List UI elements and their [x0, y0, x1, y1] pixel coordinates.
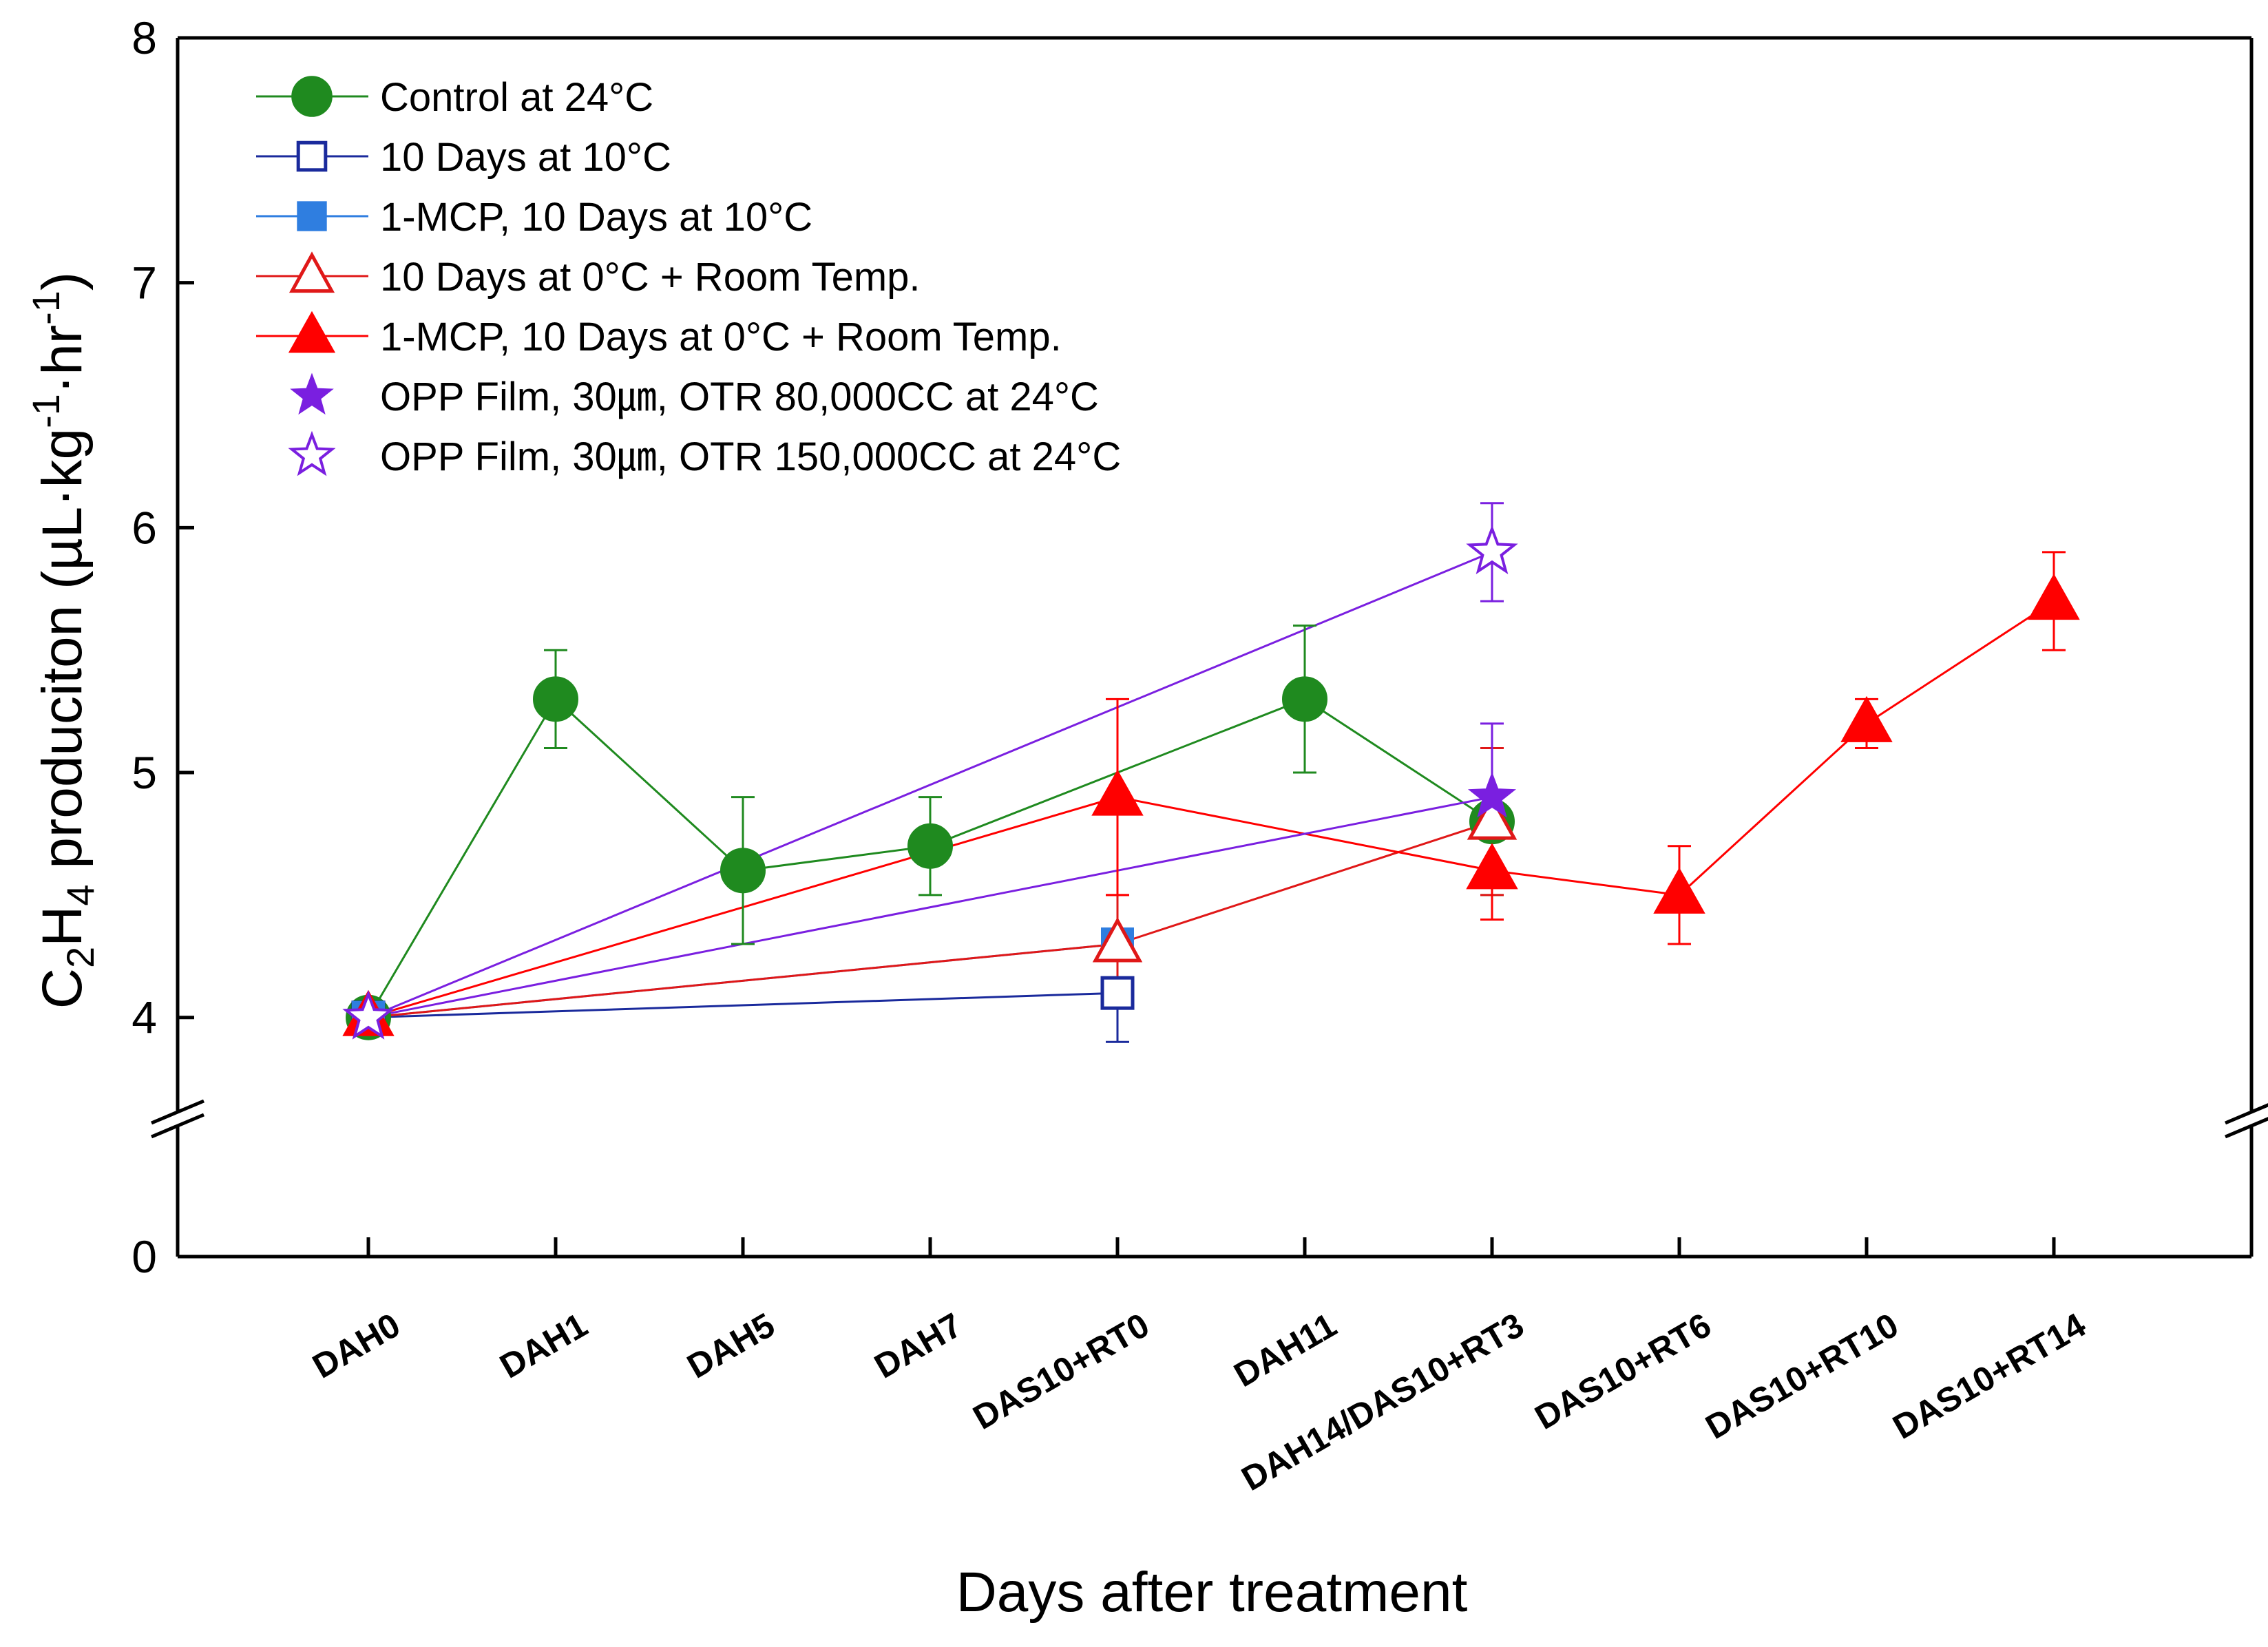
y-title-part: H: [31, 906, 94, 947]
legend-item: Control at 24°C: [256, 75, 653, 120]
data-point-series-4: [2028, 574, 2080, 620]
y-title-sub: 2: [59, 947, 102, 968]
y-axis-title: C2H4 produciton (µL·kg-1·hr-1): [24, 272, 102, 1009]
data-point-series-6: [1466, 525, 1518, 575]
series-line-5: [368, 796, 1493, 1019]
x-tick-label: DAH1: [494, 1305, 594, 1386]
data-point-series-3: [1467, 795, 1518, 840]
legend-item: 10 Days at 10°C: [256, 135, 671, 180]
data-point-series-3: [1092, 916, 1143, 963]
data-point-series-4: [1840, 695, 1893, 742]
legend: Control at 24°C 10 Days at 10°C 1-MCP, 10 …: [256, 75, 1121, 479]
legend-marker: [297, 201, 327, 231]
axis-break-mark-right: [2225, 1117, 2268, 1139]
y-tick-label: 5: [132, 747, 157, 798]
legend-label: 1-MCP, 10 Days at 0°C + Room Temp.: [380, 315, 1062, 359]
data-point-series-5: [1467, 771, 1517, 818]
axis-break-mark-right: [2225, 1103, 2268, 1125]
y-tick-label: 8: [132, 12, 157, 63]
plot-frame: [151, 36, 2268, 1259]
legend-label: OPP Film, 30㎛, OTR 80,000CC at 24°C: [380, 375, 1099, 419]
legend-label: 10 Days at 10°C: [380, 135, 671, 180]
x-tick-label: DAS10+RT0: [967, 1305, 1156, 1437]
data-point-series-1: [1100, 976, 1135, 1010]
y-axis: 0 4 5 6 7 8: [132, 12, 194, 1282]
legend-label: OPP Film, 30㎛, OTR 150,000CC at 24°C: [380, 434, 1121, 479]
data-point-series-4: [1466, 843, 1518, 890]
legend-item: 1-MCP, 10 Days at 0°C + Room Temp.: [256, 311, 1062, 359]
legend-marker: [291, 76, 333, 117]
x-tick-label: DAS10+RT10: [1699, 1305, 1905, 1447]
series-line-4: [368, 600, 2055, 1019]
data-point-series-0: [720, 848, 766, 894]
legend-marker: [290, 373, 334, 415]
data-point-series-0: [1282, 676, 1327, 722]
x-tick-label: DAH0: [306, 1305, 407, 1386]
legend-label: 1-MCP, 10 Days at 10°C: [380, 195, 812, 240]
data-point-series-0: [907, 823, 953, 869]
y-title-sub: 4: [59, 884, 102, 905]
legend-label: 10 Days at 0°C + Room Temp.: [380, 255, 921, 300]
series-line-0: [367, 697, 1493, 1018]
data-point-series-0: [533, 676, 578, 722]
data-point-series-4: [1653, 867, 1705, 914]
legend-marker: [288, 430, 336, 476]
y-title-sup: -1: [24, 394, 67, 428]
y-title-part: ): [31, 272, 94, 291]
y-tick-label: 0: [132, 1231, 157, 1282]
y-title-sup: -1: [24, 291, 67, 325]
legend-label: Control at 24°C: [380, 75, 653, 120]
series-line-1: [368, 992, 1118, 1019]
x-tick-label: DAH5: [681, 1305, 781, 1386]
data-point-series-4: [1091, 769, 1144, 816]
axis-break-mark-left: [151, 1099, 204, 1125]
y-title-part: C: [31, 968, 94, 1009]
y-tick-label: 7: [132, 258, 157, 308]
x-axis-title: Days after treatment: [956, 1561, 1468, 1624]
x-tick-label: DAH7: [868, 1305, 969, 1386]
x-tick-label: DAS10+RT14: [1887, 1305, 2092, 1447]
y-tick-label: 4: [132, 992, 157, 1043]
markers: [342, 525, 2080, 1040]
series-lines: [367, 551, 2055, 1019]
error-bars: [357, 502, 2066, 1043]
y-title-part: produciton (µL·kg: [31, 428, 94, 885]
legend-item: OPP Film, 30㎛, OTR 80,000CC at 24°C: [290, 373, 1099, 419]
x-tick-label: DAS10+RT6: [1529, 1305, 1718, 1437]
series-line-6: [368, 551, 1493, 1019]
legend-item: 10 Days at 0°C + Room Temp.: [256, 251, 921, 300]
legend-marker: [288, 251, 335, 293]
axis-break-mark-left: [151, 1113, 204, 1139]
legend-item: OPP Film, 30㎛, OTR 150,000CC at 24°C: [288, 430, 1121, 479]
legend-marker: [296, 140, 328, 172]
legend-item: 1-MCP, 10 Days at 10°C: [256, 195, 812, 240]
x-tick-label: DAH11: [1228, 1305, 1343, 1394]
data-point-series-6: [342, 989, 395, 1040]
y-tick-label: 6: [132, 502, 157, 553]
y-title-part: ·hr: [31, 325, 94, 394]
legend-marker: [288, 311, 336, 353]
